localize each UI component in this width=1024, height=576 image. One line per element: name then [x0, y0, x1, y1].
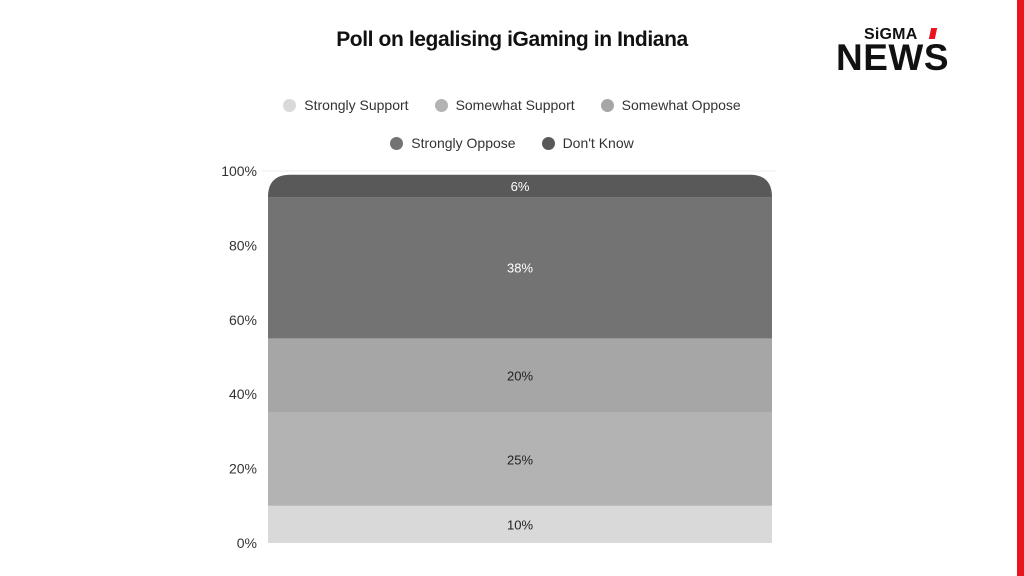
legend-swatch [390, 136, 404, 150]
bar-segment [268, 412, 772, 506]
y-tick-label: 80% [229, 237, 257, 253]
legend-item: Somewhat Support [434, 97, 575, 113]
legend-label: Strongly Support [304, 97, 409, 113]
logo-top-text: SiGMA [864, 26, 918, 43]
sigma-news-logo: SiGMA NEWS [836, 24, 976, 86]
data-label: 38% [507, 261, 533, 276]
data-label: 20% [507, 369, 533, 384]
legend-item: Somewhat Oppose [600, 97, 741, 113]
y-tick-label: 60% [229, 312, 257, 328]
legend-swatch [434, 98, 448, 112]
data-label: 10% [507, 517, 533, 532]
y-tick-label: 20% [229, 461, 257, 477]
bar-segment [268, 197, 772, 339]
legend-label: Somewhat Support [455, 97, 575, 113]
legend-label: Don't Know [562, 135, 634, 151]
legend-row-2: Strongly Oppose Don't Know [0, 135, 1024, 151]
legend-label: Strongly Oppose [411, 135, 516, 151]
bar-segment [268, 338, 772, 413]
legend-item: Strongly Support [283, 97, 409, 113]
y-tick-label: 40% [229, 386, 257, 402]
legend-item: Don't Know [541, 135, 634, 151]
data-label: 6% [511, 179, 530, 194]
chart-title: Poll on legalising iGaming in Indiana [336, 28, 688, 51]
legend-label: Somewhat Oppose [621, 97, 741, 113]
legend-swatch [541, 136, 555, 150]
logo-bottom-text: NEWS [836, 37, 949, 78]
legend-swatch [283, 98, 297, 112]
legend-row-1: Strongly Support Somewhat Support Somewhat… [0, 97, 1024, 113]
data-label: 25% [507, 452, 533, 467]
legend-swatch [600, 98, 614, 112]
bar-segment [268, 505, 772, 543]
y-tick-label: 0% [237, 535, 257, 551]
legend-item: Strongly Oppose [390, 135, 516, 151]
y-tick-label: 100% [221, 163, 257, 179]
brand-accent-bar [1017, 0, 1024, 576]
bar-segment [268, 174, 772, 198]
